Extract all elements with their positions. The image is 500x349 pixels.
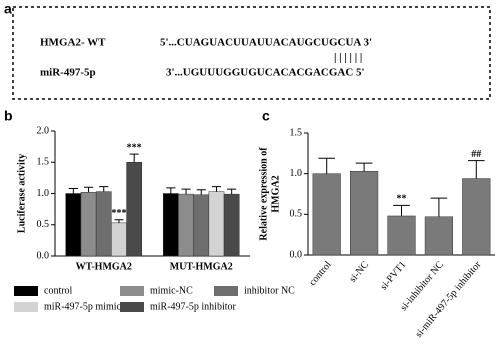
bar bbox=[424, 216, 453, 256]
y-tick-label: 1.0 bbox=[290, 168, 303, 179]
significance: *** bbox=[111, 208, 126, 219]
panel-label: a bbox=[4, 1, 12, 17]
y-tick-label: 1.0 bbox=[37, 188, 50, 199]
bar bbox=[387, 215, 416, 256]
y-tick-label: 0.5 bbox=[37, 219, 50, 230]
legend-label: control bbox=[44, 285, 73, 296]
y-axis-label: Relative expression of bbox=[258, 147, 269, 241]
legend-swatch bbox=[14, 286, 38, 296]
y-tick-label: 1.5 bbox=[290, 127, 303, 138]
pairing: | | | | | | bbox=[334, 52, 362, 64]
legend-label: miR-497-5p mimic bbox=[44, 301, 122, 312]
bar bbox=[223, 193, 240, 257]
y-tick-label: 0.0 bbox=[290, 249, 303, 260]
x-tick-label: WT-HMGA2 bbox=[76, 261, 132, 272]
bar bbox=[65, 193, 82, 257]
y-tick-label: 2.0 bbox=[37, 125, 50, 136]
bar bbox=[462, 178, 491, 256]
x-tick-label: control bbox=[307, 259, 334, 288]
bar bbox=[312, 173, 341, 256]
legend-swatch bbox=[120, 286, 144, 296]
y-axis-label: Luciferase activity bbox=[16, 154, 27, 233]
legend-label: mimic-NC bbox=[150, 285, 193, 296]
bar bbox=[208, 191, 225, 257]
sequence-name: HMGA2- WT bbox=[40, 37, 106, 49]
sequence: 5'...CUAGUACUUAUUACAUGCUGCUA 3' bbox=[160, 37, 372, 49]
panel-label: c bbox=[262, 108, 270, 124]
dashed-box bbox=[12, 6, 491, 100]
legend-swatch bbox=[120, 302, 144, 312]
y-tick-label: 1.5 bbox=[37, 157, 50, 168]
bar bbox=[95, 191, 112, 257]
significance: ## bbox=[471, 149, 481, 160]
bar bbox=[193, 194, 210, 257]
bar bbox=[80, 192, 97, 257]
legend-label: inhibitor NC bbox=[244, 285, 295, 296]
y-axis-label: HMGA2 bbox=[270, 175, 281, 212]
bar bbox=[350, 170, 379, 256]
sequence: 3'...UGUUUGGUGUCACACGACGAC 5' bbox=[166, 67, 365, 79]
x-tick-label: si-PVT1 bbox=[378, 259, 408, 292]
panel-label: b bbox=[4, 108, 13, 124]
y-tick-label: 0.5 bbox=[290, 209, 303, 220]
significance: *** bbox=[127, 142, 142, 153]
bar bbox=[111, 222, 127, 257]
sequence-name: miR-497-5p bbox=[40, 67, 96, 79]
significance: ** bbox=[397, 194, 407, 205]
bar bbox=[162, 193, 179, 257]
bar bbox=[126, 162, 143, 257]
x-tick-label: si-miR-497-5p inhibitor bbox=[413, 259, 483, 340]
legend-swatch bbox=[14, 302, 38, 312]
bar bbox=[178, 193, 194, 257]
x-tick-label: MUT-HMGA2 bbox=[170, 261, 233, 272]
y-tick-label: 0.0 bbox=[37, 250, 50, 261]
legend-swatch bbox=[214, 286, 238, 296]
x-tick-label: si-NC bbox=[347, 259, 371, 285]
legend-label: miR-497-5p inhibitor bbox=[150, 301, 237, 312]
